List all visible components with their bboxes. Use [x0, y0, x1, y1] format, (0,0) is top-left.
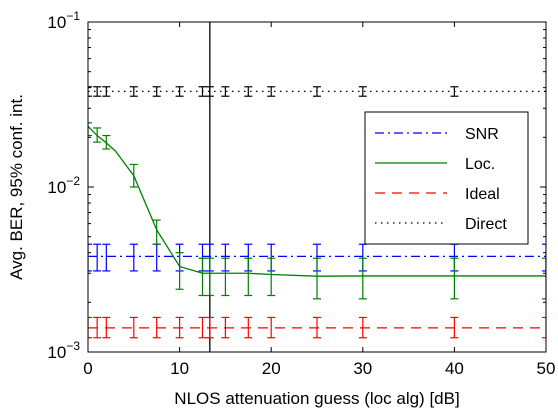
error-bar: [358, 86, 367, 97]
x-tick-label: 40: [445, 359, 464, 378]
error-bar: [205, 86, 214, 97]
error-bar: [450, 86, 459, 97]
error-bar: [152, 219, 161, 245]
legend-label: SNR: [465, 126, 499, 143]
y-tick-label: 10−2: [47, 174, 80, 197]
error-bar: [93, 316, 102, 339]
error-bar: [221, 316, 230, 339]
error-bar: [129, 316, 138, 339]
legend-entry: Loc.: [375, 156, 495, 173]
error-bar: [88, 122, 92, 137]
error-bar: [244, 316, 253, 339]
error-bar: [205, 257, 214, 297]
y-axis-label: Avg. BER, 95% conf. int.: [7, 94, 26, 280]
series-direct: [88, 86, 546, 97]
series-loc-: [88, 122, 546, 300]
error-bar: [244, 86, 253, 97]
error-bar: [267, 257, 276, 297]
x-tick-label: 20: [262, 359, 281, 378]
legend-box: [364, 111, 529, 245]
error-bar: [198, 86, 207, 97]
legend-entry: Direct: [375, 216, 507, 233]
error-bar: [542, 257, 546, 300]
error-bar: [358, 316, 367, 339]
error-bar: [450, 257, 459, 300]
x-tick-label: 0: [83, 359, 92, 378]
error-bar: [358, 257, 367, 300]
error-bar: [88, 243, 92, 272]
x-tick-label: 10: [170, 359, 189, 378]
legend-label: Direct: [465, 216, 507, 233]
error-bar: [102, 243, 111, 272]
error-bar: [175, 252, 184, 290]
error-bar: [313, 86, 321, 97]
error-bar: [244, 257, 253, 297]
series-ideal: [88, 316, 546, 339]
error-bar: [450, 316, 459, 339]
error-bar: [205, 316, 214, 339]
error-bar: [102, 316, 111, 339]
error-bar: [198, 257, 207, 297]
error-bar: [152, 316, 161, 339]
error-bar: [221, 86, 230, 97]
x-tick-label: 30: [353, 359, 372, 378]
error-bar: [93, 243, 102, 272]
error-bar: [88, 86, 92, 97]
error-bar: [129, 163, 138, 188]
y-tick-label: 10−3: [47, 339, 80, 362]
series-line: [88, 125, 546, 277]
legend-label: Ideal: [465, 186, 500, 203]
error-bar: [542, 243, 546, 272]
legend-entry: Ideal: [375, 186, 500, 203]
error-bar: [152, 86, 161, 97]
error-bar: [313, 316, 321, 339]
error-bar: [93, 86, 102, 97]
error-bar: [102, 134, 111, 150]
x-axis-label: NLOS attenuation guess (loc alg) [dB]: [174, 389, 459, 408]
error-bar: [267, 316, 276, 339]
error-bar: [198, 316, 207, 339]
legend-label: Loc.: [465, 156, 495, 173]
x-tick-label: 50: [537, 359, 556, 378]
error-bar: [93, 127, 102, 143]
error-bar: [267, 86, 276, 97]
error-bar: [129, 243, 138, 272]
error-bar: [175, 316, 184, 339]
error-bar: [129, 86, 138, 97]
error-bar: [88, 316, 92, 339]
error-bar: [221, 257, 230, 297]
error-bar: [542, 316, 546, 339]
error-bar: [102, 86, 111, 97]
error-bar: [175, 86, 184, 97]
error-bar: [313, 257, 321, 300]
legend-entry: SNR: [375, 126, 499, 143]
y-tick-label: 10−1: [47, 9, 80, 32]
